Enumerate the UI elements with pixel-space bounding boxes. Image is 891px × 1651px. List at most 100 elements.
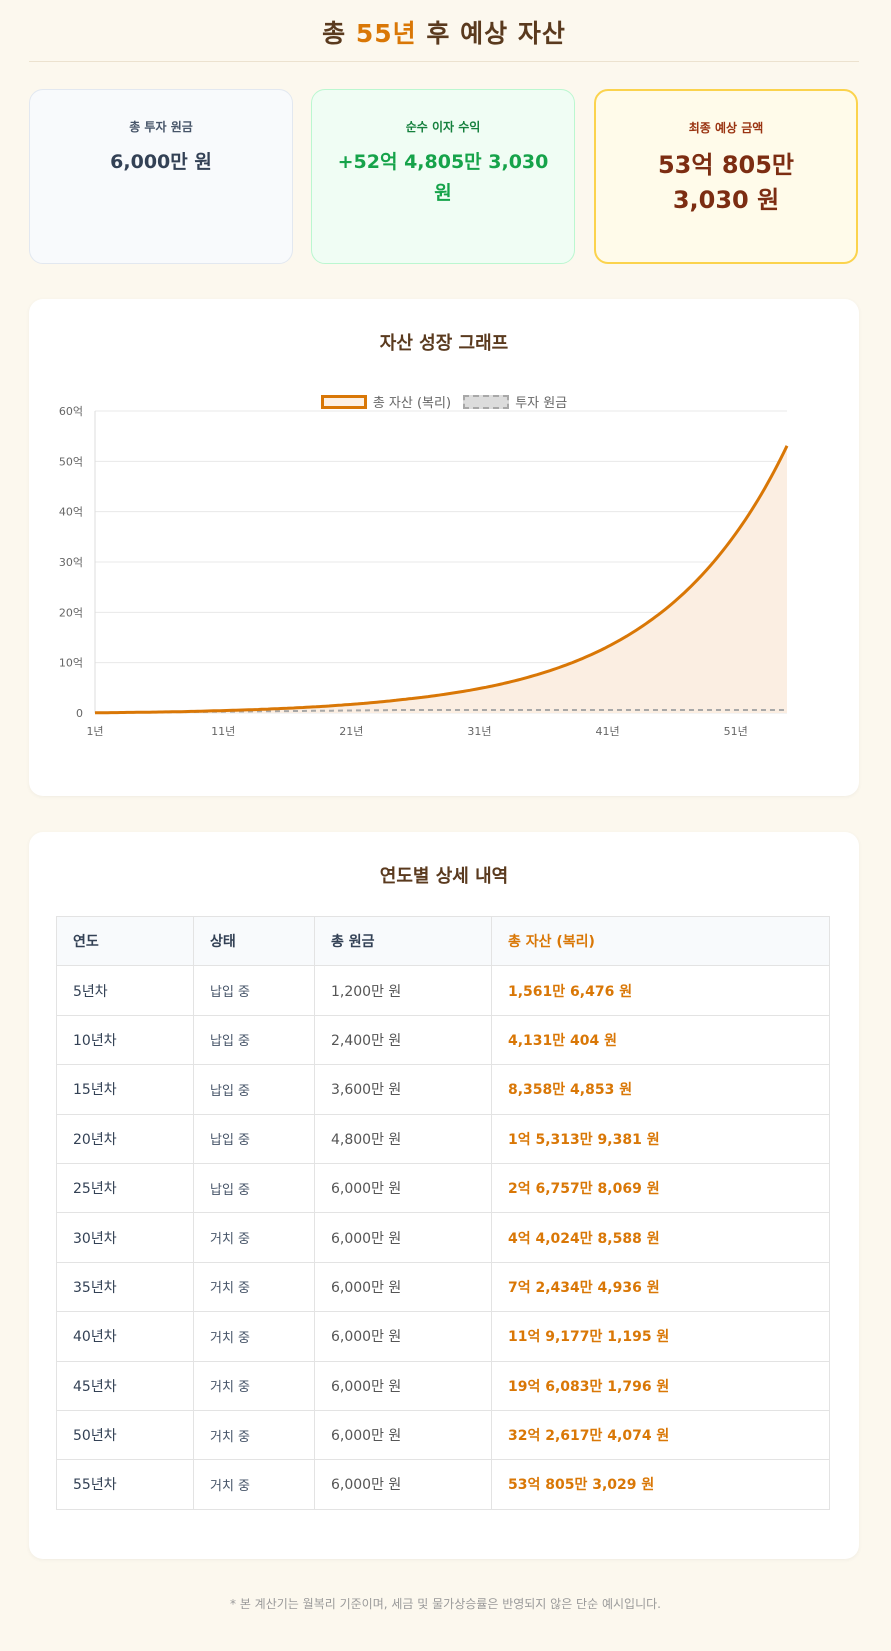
cell-total-asset: 53억 805만 3,029 원 [491, 1459, 830, 1510]
table-row: 20년차 납입 중 4,800만 원 1억 5,313만 9,381 원 [56, 1113, 830, 1164]
y-tick-label: 50억 [59, 455, 83, 468]
total-asset-area [95, 445, 787, 713]
cell-year: 20년차 [56, 1113, 194, 1164]
cell-status: 납입 중 [193, 1064, 315, 1115]
final-amount-card: 최종 예상 금액 53억 805만 3,030 원 [594, 89, 858, 264]
cell-status: 거치 중 [193, 1409, 315, 1461]
principal-card: 총 투자 원금 6,000만 원 [29, 89, 293, 264]
cell-status: 거치 중 [193, 1360, 315, 1411]
header-total-asset: 총 자산 (복리) [491, 915, 830, 967]
cell-principal: 2,400만 원 [314, 1014, 492, 1066]
chart-panel: 자산 성장 그래프 총 자산 (복리) 투자 원금 0 10억 20억 30억 40억 5… [29, 299, 859, 796]
chart-legend: 총 자산 (복리) 투자 원금 [29, 392, 859, 413]
y-tick-label: 10억 [59, 657, 83, 670]
table-body: 5년차 납입 중 1,200만 원 1,561만 6,476 원 10년차 납입 중 2,4… [56, 965, 830, 1510]
cell-total-asset: 11억 9,177만 1,195 원 [491, 1311, 830, 1362]
header-status: 상태 [193, 915, 315, 967]
asset-growth-chart: 0 10억 20억 30억 40억 50억 60억 1년 11년 21년 31년 41년 51년 [59, 405, 789, 738]
x-tick-label: 11년 [211, 725, 235, 738]
cell-principal: 3,600만 원 [314, 1064, 492, 1115]
table-row: 30년차 거치 중 6,000만 원 4억 4,024만 8,588 원 [56, 1212, 830, 1263]
cell-status: 거치 중 [193, 1261, 315, 1313]
legend-principal-label: 투자 원금 [515, 396, 568, 411]
table-row: 15년차 납입 중 3,600만 원 8,358만 4,853 원 [56, 1064, 830, 1115]
cell-year: 15년차 [56, 1064, 194, 1115]
y-tick-label: 0 [76, 707, 83, 720]
table-row: 25년차 납입 중 6,000만 원 2억 6,757만 8,069 원 [56, 1162, 830, 1214]
cell-principal: 6,000만 원 [314, 1311, 492, 1362]
legend-total-swatch [320, 394, 367, 409]
cell-status: 납입 중 [193, 965, 315, 1016]
legend-total-label: 총 자산 (복리) [372, 396, 452, 411]
x-tick-label: 41년 [596, 725, 620, 738]
cell-year: 45년차 [56, 1360, 194, 1411]
cell-status: 납입 중 [193, 1113, 315, 1164]
cell-total-asset: 4,131만 404 원 [491, 1014, 830, 1066]
cell-status: 거치 중 [193, 1212, 315, 1263]
cell-total-asset: 19억 6,083만 1,796 원 [491, 1360, 830, 1411]
footnote: * 본 계산기는 월복리 기준이며, 세금 및 물가상승률은 반영되지 않은 단… [230, 1597, 661, 1611]
page-title: 총 55년 후 예상 자산 [29, 14, 859, 50]
cell-year: 25년차 [56, 1162, 194, 1214]
header-principal: 총 원금 [314, 915, 492, 967]
table-title: 연도별 상세 내역 [379, 866, 509, 887]
yearly-detail-table: 연도 상태 총 원금 총 자산 (복리) 5년차 납입 중 1,200만 원 1,56… [56, 915, 830, 1510]
legend-total[interactable]: 총 자산 (복리) [320, 392, 452, 411]
table-row: 45년차 거치 중 6,000만 원 19억 6,083만 1,796 원 [56, 1360, 830, 1411]
cell-principal: 4,800만 원 [314, 1113, 492, 1164]
title-prefix: 총 [322, 19, 347, 48]
cell-year: 55년차 [56, 1459, 194, 1510]
y-tick-label: 20억 [59, 606, 83, 619]
legend-principal-swatch [463, 394, 510, 409]
x-tick-label: 31년 [467, 725, 491, 738]
title-suffix: 후 예상 자산 [426, 19, 566, 48]
cell-year: 50년차 [56, 1409, 194, 1461]
interest-label: 순수 이자 수익 [405, 120, 481, 134]
cell-principal: 1,200만 원 [314, 965, 492, 1016]
y-tick-label: 40억 [59, 506, 83, 519]
header-year: 연도 [56, 915, 194, 967]
x-tick-label: 51년 [724, 725, 748, 738]
cell-total-asset: 7억 2,434만 4,936 원 [491, 1261, 830, 1313]
cell-total-asset: 1억 5,313만 9,381 원 [491, 1113, 830, 1164]
table-panel: 연도별 상세 내역 연도 상태 총 원금 총 자산 (복리) 5년차 납입 중 1,… [29, 832, 859, 1559]
principal-line [94, 709, 787, 714]
final-label: 최종 예상 금액 [688, 121, 764, 135]
cell-status: 거치 중 [193, 1459, 315, 1510]
cell-year: 10년차 [56, 1014, 194, 1066]
interest-card: 순수 이자 수익 +52억 4,805만 3,030 원 [311, 89, 575, 264]
x-tick-label: 21년 [339, 725, 363, 738]
table-header-row: 연도 상태 총 원금 총 자산 (복리) [56, 915, 830, 967]
cell-total-asset: 2억 6,757만 8,069 원 [491, 1162, 830, 1214]
y-tick-label: 30억 [59, 556, 83, 569]
cell-year: 5년차 [56, 965, 194, 1016]
cell-total-asset: 4억 4,024만 8,588 원 [491, 1212, 830, 1263]
cell-principal: 6,000만 원 [314, 1261, 492, 1313]
cell-year: 35년차 [56, 1261, 194, 1313]
title-years: 55년 [355, 19, 417, 48]
final-value: 53억 805만 3,030 원 [657, 151, 794, 214]
cell-status: 거치 중 [193, 1311, 315, 1362]
total-asset-line [95, 445, 789, 715]
title-divider [29, 61, 859, 62]
cell-year: 30년차 [56, 1212, 194, 1263]
table-row: 5년차 납입 중 1,200만 원 1,561만 6,476 원 [56, 965, 830, 1016]
chart-title: 자산 성장 그래프 [379, 333, 509, 354]
cell-total-asset: 1,561만 6,476 원 [491, 965, 830, 1016]
cell-status: 납입 중 [193, 1014, 315, 1066]
cell-principal: 6,000만 원 [314, 1459, 492, 1510]
cell-year: 40년차 [56, 1311, 194, 1362]
cell-principal: 6,000만 원 [314, 1360, 492, 1411]
y-tick-label: 60억 [59, 405, 83, 418]
cell-principal: 6,000만 원 [314, 1162, 492, 1214]
table-row: 35년차 거치 중 6,000만 원 7억 2,434만 4,936 원 [56, 1261, 830, 1313]
cell-principal: 6,000만 원 [314, 1212, 492, 1263]
x-tick-label: 1년 [86, 725, 103, 738]
table-row: 55년차 거치 중 6,000만 원 53억 805만 3,029 원 [56, 1459, 830, 1510]
principal-value: 6,000만 원 [110, 151, 212, 173]
legend-principal[interactable]: 투자 원금 [463, 392, 567, 411]
table-row: 40년차 거치 중 6,000만 원 11억 9,177만 1,195 원 [56, 1311, 830, 1362]
cell-total-asset: 32억 2,617만 4,074 원 [491, 1409, 830, 1461]
interest-value: +52억 4,805만 3,030 원 [337, 151, 549, 204]
table-row: 50년차 거치 중 6,000만 원 32억 2,617만 4,074 원 [56, 1409, 830, 1461]
